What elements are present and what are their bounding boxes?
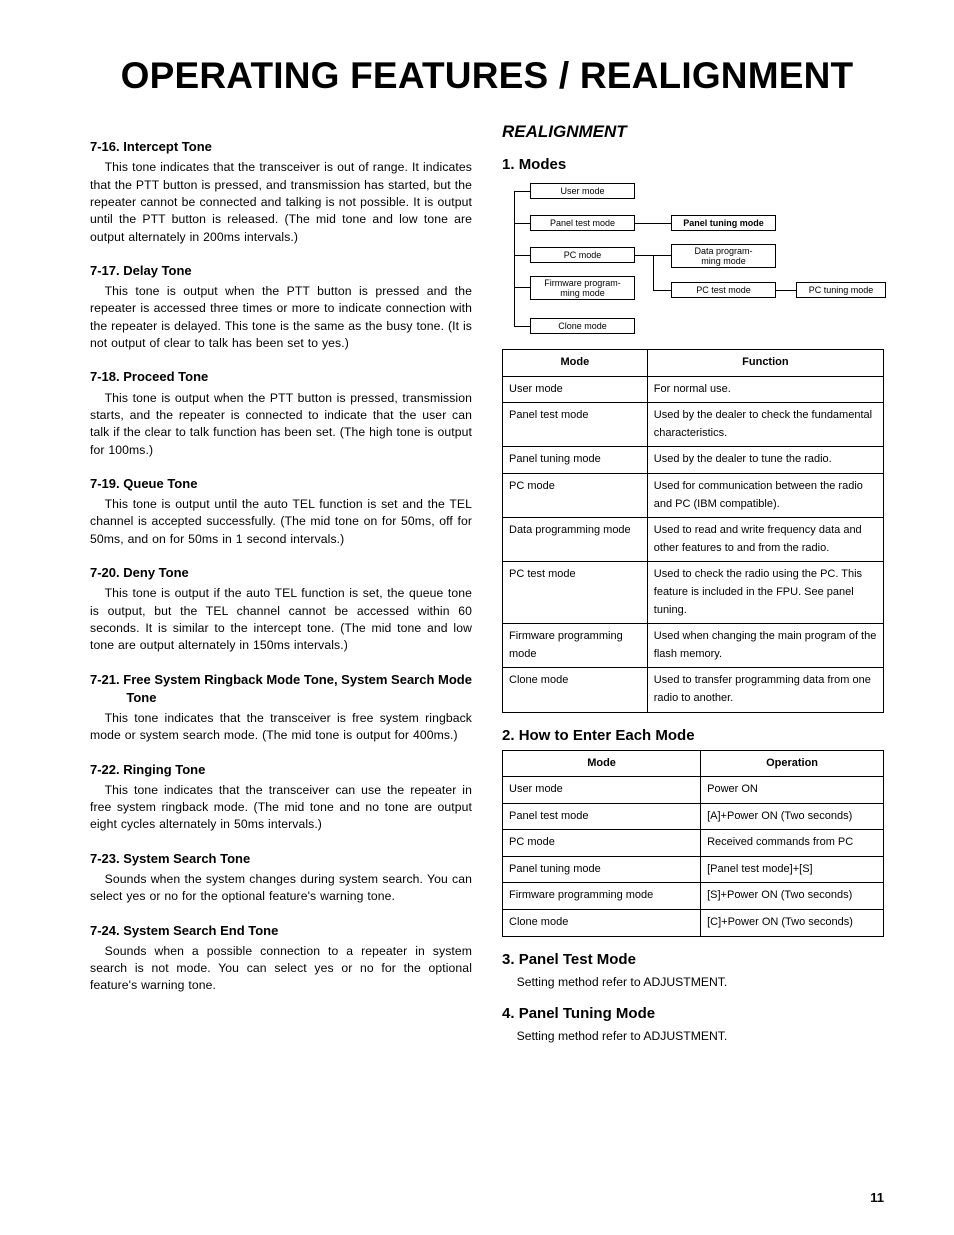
- panel-tuning-body: Setting method refer to ADJUSTMENT.: [502, 1028, 884, 1045]
- section-7-17: 7-17. Delay Tone This tone is output whe…: [90, 262, 472, 353]
- section-7-23: 7-23. System Search Tone Sounds when the…: [90, 850, 472, 906]
- section-7-20: 7-20. Deny Tone This tone is output if t…: [90, 564, 472, 655]
- section-7-21: 7-21. Free System Ringback Mode Tone, Sy…: [90, 671, 472, 745]
- section-7-24: 7-24. System Search End Tone Sounds when…: [90, 922, 472, 995]
- two-column-layout: 7-16. Intercept Tone This tone indicates…: [90, 122, 884, 1045]
- diagram-box-data-programming: Data program-ming mode: [671, 244, 776, 268]
- section-7-16: 7-16. Intercept Tone This tone indicates…: [90, 138, 472, 246]
- diagram-box-user-mode: User mode: [530, 183, 635, 199]
- section-7-18: 7-18. Proceed Tone This tone is output w…: [90, 368, 472, 459]
- section-7-22: 7-22. Ringing Tone This tone indicates t…: [90, 761, 472, 834]
- diagram-box-pc-tuning: PC tuning mode: [796, 282, 886, 298]
- diagram-box-panel-tuning: Panel tuning mode: [671, 215, 776, 231]
- subhead-panel-test: 3. Panel Test Mode: [502, 951, 884, 968]
- diagram-box-clone: Clone mode: [530, 318, 635, 334]
- mode-operation-table: Mode Operation User modePower ON Panel t…: [502, 750, 884, 937]
- section-7-19: 7-19. Queue Tone This tone is output unt…: [90, 475, 472, 548]
- page-number: 11: [870, 1190, 884, 1205]
- right-column: REALIGNMENT 1. Modes User mode Panel tes…: [502, 122, 884, 1045]
- page-title: OPERATING FEATURES / REALIGNMENT: [90, 55, 884, 97]
- t1-header-mode: Mode: [503, 350, 648, 377]
- mode-hierarchy-diagram: User mode Panel test mode Panel tuning m…: [502, 179, 884, 339]
- t2-header-mode: Mode: [503, 750, 701, 777]
- t1-header-function: Function: [647, 350, 883, 377]
- subhead-panel-tuning: 4. Panel Tuning Mode: [502, 1005, 884, 1022]
- diagram-box-panel-test: Panel test mode: [530, 215, 635, 231]
- diagram-box-pc-mode: PC mode: [530, 247, 635, 263]
- left-column: 7-16. Intercept Tone This tone indicates…: [90, 122, 472, 1045]
- panel-test-body: Setting method refer to ADJUSTMENT.: [502, 974, 884, 991]
- t2-header-operation: Operation: [701, 750, 884, 777]
- diagram-box-firmware: Firmware program-ming mode: [530, 276, 635, 300]
- diagram-box-pc-test: PC test mode: [671, 282, 776, 298]
- subhead-modes: 1. Modes: [502, 156, 884, 173]
- realignment-heading: REALIGNMENT: [502, 122, 884, 142]
- subhead-how-to-enter: 2. How to Enter Each Mode: [502, 727, 884, 744]
- mode-function-table: Mode Function User modeFor normal use. P…: [502, 349, 884, 713]
- page: OPERATING FEATURES / REALIGNMENT 7-16. I…: [0, 0, 954, 1235]
